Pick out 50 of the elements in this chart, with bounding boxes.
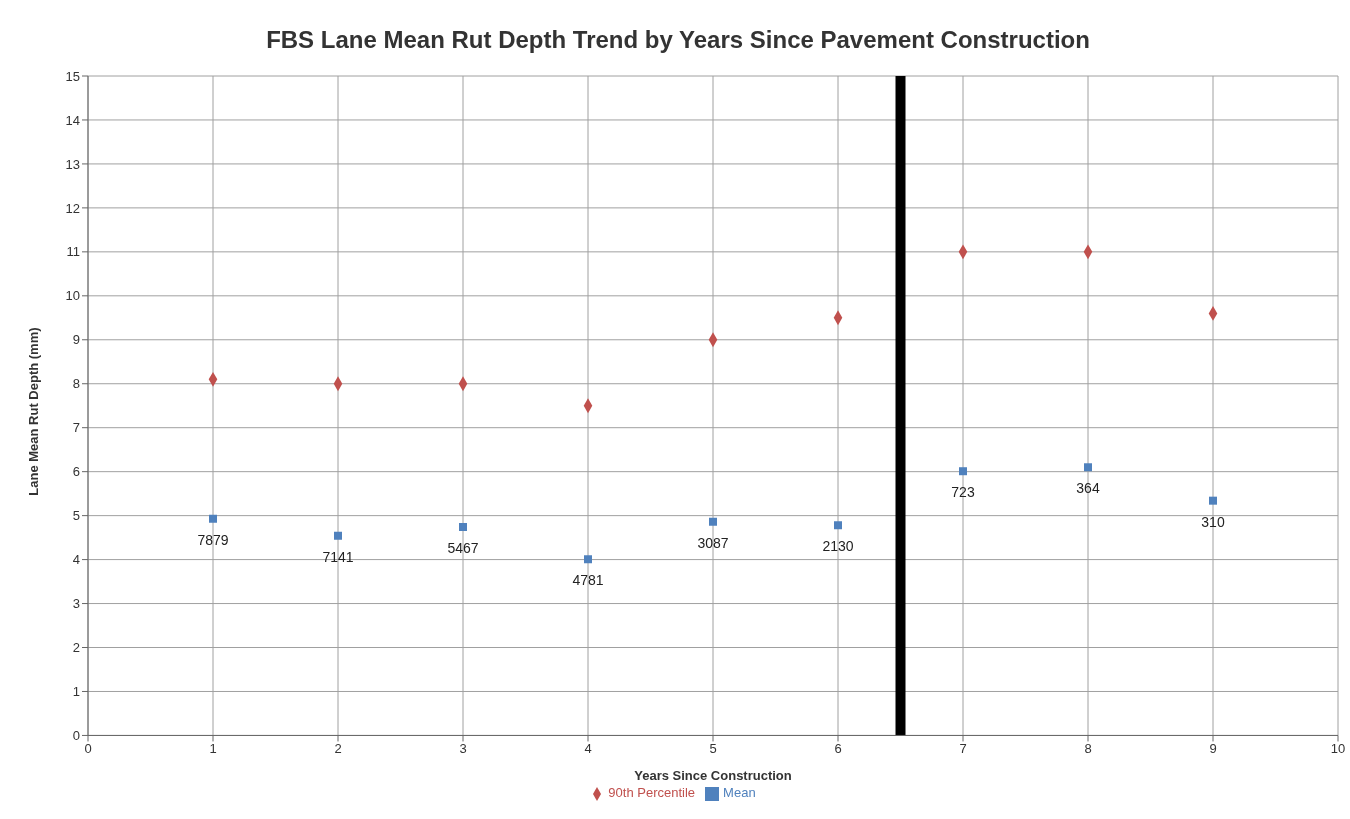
x-tick-label: 0 (84, 740, 92, 756)
x-tick-label: 3 (459, 740, 467, 756)
x-tick-label: 4 (584, 740, 592, 756)
y-tick-label: 1 (72, 684, 80, 700)
y-tick-label: 3 (72, 596, 80, 612)
y-tick-label: 8 (72, 376, 80, 392)
y-tick-label: 9 (72, 332, 80, 348)
y-tick-label: 7 (72, 420, 80, 436)
annotation: 7141 (322, 548, 354, 565)
point (459, 523, 467, 532)
x-tick-label: 10 (1330, 740, 1346, 756)
chart-title: FBS Lane Mean Rut Depth Trend by Years Since Pavement Construction (265, 25, 1091, 55)
y-tick-label: 12 (65, 200, 80, 216)
point (709, 517, 717, 526)
y-tick-label: 5 (72, 508, 80, 524)
annotation: 2130 (822, 538, 854, 555)
point (1084, 463, 1092, 472)
y-tick-label: 11 (66, 244, 80, 260)
annotation: 5467 (447, 540, 479, 557)
y-tick-label: 10 (65, 288, 80, 304)
y-tick-label: 4 (72, 552, 80, 568)
annotation: 4781 (572, 572, 604, 589)
legend-label: 90th Percentile (608, 785, 696, 801)
y-tick-label: 14 (65, 112, 80, 128)
y-tick-label: 6 (72, 464, 80, 480)
x-tick-label: 6 (834, 740, 842, 756)
annotation: 723 (951, 484, 975, 501)
x-tick-label: 9 (1209, 740, 1217, 756)
x-tick-label: 5 (709, 740, 717, 756)
x-axis-title: Years Since Construction (634, 768, 792, 784)
y-tick-label: 13 (65, 156, 80, 172)
annotation: 3087 (697, 534, 729, 551)
x-tick-label: 2 (334, 740, 342, 756)
y-tick-label: 0 (72, 728, 80, 744)
x-tick-label: 8 (1084, 740, 1092, 756)
x-tick-label: 1 (209, 740, 217, 756)
y-tick-label: 15 (65, 68, 80, 84)
point (959, 467, 967, 476)
point (584, 555, 592, 564)
annotation: 7879 (197, 531, 229, 548)
point (334, 531, 342, 540)
point (209, 514, 217, 523)
point (834, 521, 842, 530)
legend-label: Mean (723, 785, 756, 801)
annotation: 310 (1201, 513, 1225, 530)
y-tick-label: 2 (72, 640, 80, 656)
y-axis-title: Lane Mean Rut Depth (mm) (25, 327, 41, 496)
x-tick-label: 7 (959, 740, 967, 756)
point (1209, 496, 1217, 505)
annotation: 364 (1076, 480, 1100, 497)
